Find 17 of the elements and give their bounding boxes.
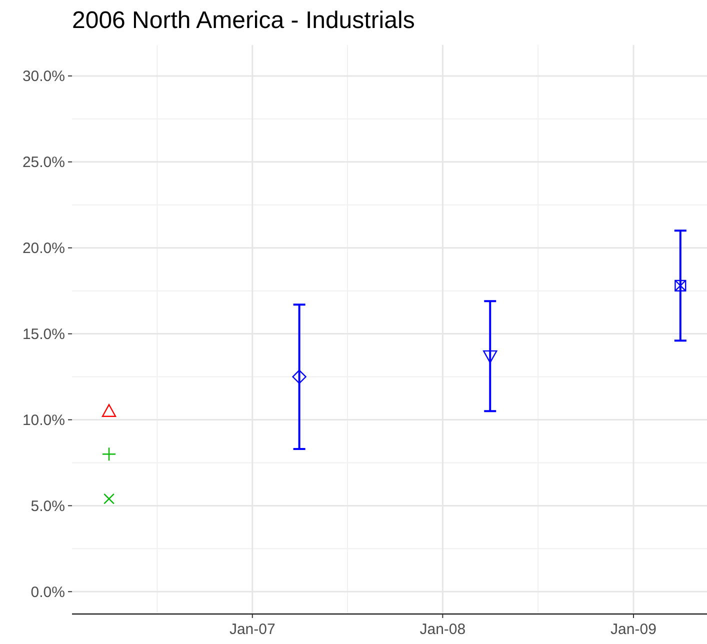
- y-tick-label: 0.0%: [30, 584, 65, 601]
- y-tick-label: 25.0%: [22, 154, 65, 172]
- point: [102, 404, 116, 417]
- x-tick-label: Jan-07: [229, 621, 276, 638]
- y-tick-label: 30.0%: [22, 68, 65, 86]
- x-tick-label: Jan-08: [420, 621, 466, 638]
- chart-title: 2006 North America - Industrials: [72, 7, 415, 34]
- y-tick-label: 15.0%: [22, 326, 65, 344]
- point: [483, 350, 498, 364]
- y-tick-label: 5.0%: [30, 498, 65, 515]
- point: [104, 493, 114, 504]
- y-tick-label: 20.0%: [22, 240, 65, 258]
- point: [102, 447, 116, 462]
- point: [292, 370, 306, 384]
- y-tick-label: 10.0%: [22, 412, 65, 429]
- x-tick-label: Jan-09: [610, 621, 656, 638]
- point: [674, 280, 686, 292]
